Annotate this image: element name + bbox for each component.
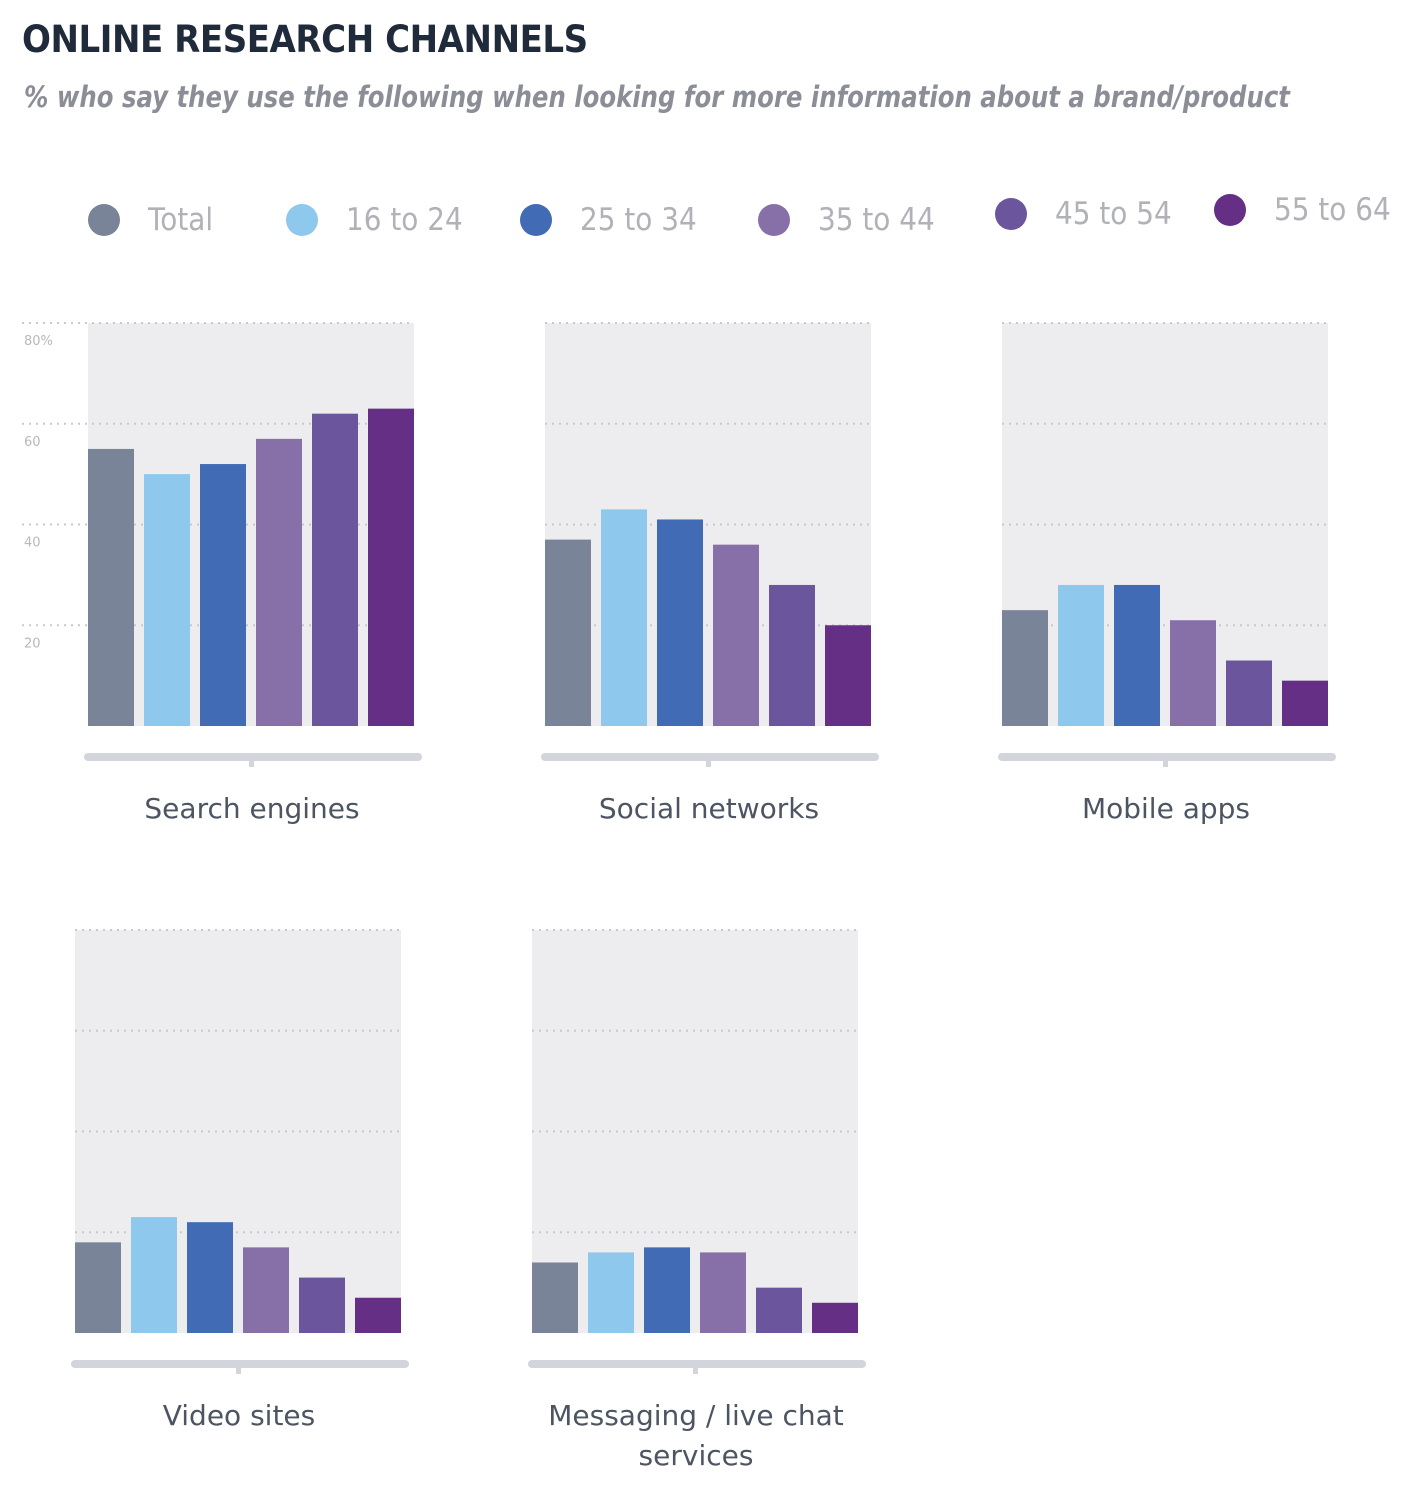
legend-item-total: Total [88,202,220,238]
legend-label: 25 to 34 [580,202,697,238]
chart-title: ONLINE RESEARCH CHANNELS [22,18,588,61]
bar-16-to-24 [1058,584,1104,726]
bar-45-to-54 [312,413,358,726]
category-label: Search engines [144,792,359,825]
bar-25-to-34 [657,519,703,726]
category-label: Video sites [163,1399,316,1432]
y-tick-label: 60 [24,435,41,450]
legend-dot-icon [520,204,552,236]
bar-35-to-44 [243,1247,289,1333]
legend-label: 55 to 64 [1274,192,1391,228]
legend-dot-icon [286,204,318,236]
legend-label: 45 to 54 [1055,196,1172,232]
bar-16-to-24 [588,1252,634,1333]
legend-dot-icon [758,204,790,236]
bar-total [75,1242,121,1333]
bar-25-to-34 [1114,584,1160,726]
x-axis-tick [249,757,254,767]
y-tick-label: 20 [24,636,41,651]
bar-25-to-34 [644,1247,690,1333]
bar-25-to-34 [200,464,246,726]
category-label: Messaging / live chat [548,1399,844,1432]
bar-35-to-44 [256,438,302,726]
category-label: Social networks [599,792,819,825]
bar-45-to-54 [756,1287,802,1333]
legend-dot-icon [1214,194,1246,226]
bar-45-to-54 [1226,660,1272,726]
bar-55-to-64 [368,408,414,726]
bar-55-to-64 [812,1302,858,1333]
bar-55-to-64 [1282,680,1328,726]
y-tick-label: 80% [24,334,53,349]
bar-total [545,539,591,726]
x-axis-tick [1163,757,1168,767]
bar-total [532,1262,578,1333]
legend-label: 16 to 24 [346,202,463,238]
y-tick-label: 40 [24,536,41,551]
legend-dot-icon [995,198,1027,230]
legend-label: 35 to 44 [818,202,935,238]
legend-item-35-to-44: 35 to 44 [758,202,948,238]
legend-item-45-to-54: 45 to 54 [995,196,1185,232]
bar-16-to-24 [131,1217,177,1333]
bar-45-to-54 [769,584,815,726]
legend-item-16-to-24: 16 to 24 [286,202,476,238]
bar-35-to-44 [700,1252,746,1333]
category-label: Mobile apps [1082,792,1250,825]
legend-label: Total [148,202,214,238]
bar-35-to-44 [713,544,759,726]
bar-total [1002,610,1048,726]
bar-55-to-64 [825,625,871,726]
x-axis-tick [706,757,711,767]
bar-35-to-44 [1170,620,1216,726]
bar-25-to-34 [187,1222,233,1333]
x-axis-tick [236,1364,241,1374]
bar-16-to-24 [601,509,647,726]
legend-item-55-to-64: 55 to 64 [1214,192,1404,228]
legend-dot-icon [88,204,120,236]
bar-total [88,448,134,726]
bar-16-to-24 [144,474,190,726]
category-label: services [639,1439,754,1472]
x-axis-tick [693,1364,698,1374]
legend-item-25-to-34: 25 to 34 [520,202,710,238]
bar-45-to-54 [299,1277,345,1333]
chart-subtitle: % who say they use the following when lo… [24,80,1290,114]
bar-55-to-64 [355,1297,401,1333]
